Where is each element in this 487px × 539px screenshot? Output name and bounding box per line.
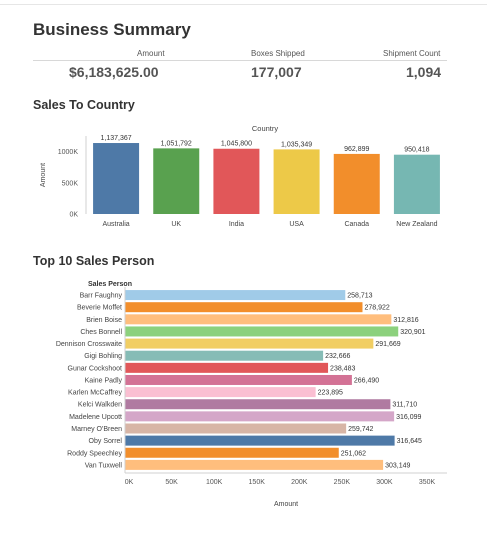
- person-row-label: Van Tuxwell: [85, 462, 123, 469]
- country-bar-value-label: 1,051,792: [161, 140, 192, 147]
- country-bar-canada[interactable]: [333, 153, 380, 214]
- person-x-tick-label: 300K: [376, 479, 393, 486]
- person-bar-value-label: 311,710: [392, 402, 417, 409]
- country-x-tick-label: Australia: [102, 221, 129, 228]
- person-bar-dennison-crosswaite[interactable]: [125, 338, 374, 349]
- person-bar-value-label: 303,149: [385, 462, 410, 469]
- person-bar-roddy-speechley[interactable]: [125, 447, 339, 458]
- person-bar-oby-sorrel[interactable]: [125, 435, 395, 446]
- person-bar-value-label: 320,901: [400, 329, 425, 336]
- page-title: Business Summary: [33, 20, 191, 39]
- country-bar-uk[interactable]: [153, 148, 200, 214]
- person-bar-value-label: 316,645: [397, 438, 422, 445]
- person-bar-ches-bonnell[interactable]: [125, 326, 399, 337]
- country-bar-value-label: 1,035,349: [281, 141, 312, 148]
- country-sales-chart: Country Amount 0K 500K 1000K 1,137,367 Austral…: [40, 124, 440, 228]
- person-bar-value-label: 238,483: [330, 365, 355, 372]
- kpi-boxes-label: Boxes Shipped: [251, 49, 305, 58]
- person-bar-value-label: 266,490: [354, 377, 379, 384]
- person-bar-marney-o-breen[interactable]: [125, 423, 347, 434]
- person-row-label: Gigi Bohling: [84, 353, 122, 360]
- person-bar-value-label: 232,666: [325, 353, 350, 360]
- kpi-boxes-value: 177,007: [251, 64, 302, 80]
- country-chart-title: Sales To Country: [33, 98, 135, 112]
- person-bar-beverie-moffet[interactable]: [125, 302, 363, 313]
- person-x-tick-label: 350K: [419, 479, 436, 486]
- kpi-divider: [33, 60, 447, 61]
- country-bar-value-label: 1,045,800: [221, 141, 252, 148]
- person-row-label: Roddy Speechley: [67, 450, 122, 457]
- person-bar-kaine-padly[interactable]: [125, 374, 352, 385]
- person-x-axis-title: Amount: [274, 501, 298, 508]
- person-bar-value-label: 259,742: [348, 426, 373, 433]
- country-x-tick-label: Canada: [344, 221, 369, 228]
- person-chart-header: Sales Person: [88, 281, 132, 288]
- person-row-label: Karlen McCaffrey: [68, 390, 122, 397]
- person-bar-brien-boise[interactable]: [125, 314, 392, 325]
- person-bar-kelci-walkden[interactable]: [125, 399, 391, 410]
- country-bar-australia[interactable]: [93, 143, 140, 214]
- country-bar-value-label: 962,899: [344, 146, 369, 153]
- person-chart-title: Top 10 Sales Person: [33, 254, 155, 268]
- country-y-axis-title: Amount: [40, 163, 47, 187]
- sales-person-chart: Sales Person Barr Faughny 258,713 Beverie M…: [56, 281, 447, 508]
- person-row-label: Kaine Padly: [85, 377, 123, 384]
- person-bar-value-label: 312,816: [393, 317, 418, 324]
- person-row-label: Marney O'Breen: [71, 426, 122, 433]
- kpi-amount-value: $6,183,625.00: [69, 64, 159, 80]
- kpi-shipments-label: Shipment Count: [383, 49, 441, 58]
- person-bar-value-label: 258,713: [347, 293, 372, 300]
- person-x-tick-label: 250K: [334, 479, 351, 486]
- person-x-tick-label: 100K: [206, 479, 223, 486]
- person-x-tick-label: 200K: [291, 479, 308, 486]
- person-bar-value-label: 251,062: [341, 450, 366, 457]
- top-divider: [0, 4, 487, 5]
- kpi-value-row: $6,183,625.00 177,007 1,094: [33, 64, 445, 84]
- person-row-label: Barr Faughny: [80, 293, 123, 300]
- person-bar-barr-faughny[interactable]: [125, 290, 346, 301]
- person-row-label: Kelci Walkden: [78, 402, 122, 409]
- person-bar-karlen-mccaffrey[interactable]: [125, 387, 316, 398]
- country-bar-value-label: 1,137,367: [101, 135, 132, 142]
- person-bar-gunar-cockshoot[interactable]: [125, 362, 329, 373]
- kpi-shipments-value: 1,094: [406, 64, 442, 80]
- person-x-tick-label: 50K: [165, 479, 178, 486]
- person-x-tick-label: 150K: [249, 479, 266, 486]
- person-bar-value-label: 278,922: [364, 305, 389, 312]
- kpi-amount-label: Amount: [137, 49, 165, 58]
- person-row-label: Madelene Upcott: [69, 414, 122, 421]
- person-bar-gigi-bohling[interactable]: [125, 350, 324, 361]
- country-y-tick-label: 0K: [69, 212, 78, 219]
- person-bar-madelene-upcott[interactable]: [125, 411, 395, 422]
- person-row-label: Gunar Cockshoot: [68, 365, 123, 372]
- country-x-tick-label: UK: [171, 221, 181, 228]
- country-y-tick-label: 500K: [62, 180, 79, 187]
- person-bar-value-label: 291,669: [375, 341, 400, 348]
- country-x-tick-label: New Zealand: [396, 221, 437, 228]
- country-bar-usa[interactable]: [273, 149, 320, 214]
- person-bar-value-label: 223,895: [318, 390, 343, 397]
- person-row-label: Beverie Moffet: [77, 305, 122, 312]
- person-row-label: Brien Boise: [86, 317, 122, 324]
- country-bar-new-zealand[interactable]: [393, 154, 440, 214]
- person-bar-van-tuxwell[interactable]: [125, 459, 384, 470]
- kpi-header-row: Amount Boxes Shipped Shipment Count: [33, 49, 445, 61]
- country-y-tick-label: 1000K: [58, 149, 79, 156]
- person-x-tick-label: 0K: [125, 479, 134, 486]
- country-x-tick-label: India: [229, 221, 244, 228]
- country-x-tick-label: USA: [289, 221, 304, 228]
- person-row-label: Oby Sorrel: [89, 438, 123, 445]
- country-chart-header: Country: [252, 124, 279, 133]
- person-row-label: Ches Bonnell: [80, 329, 122, 336]
- country-bar-value-label: 950,418: [404, 147, 429, 154]
- country-bar-india[interactable]: [213, 148, 260, 214]
- person-row-label: Dennison Crosswaite: [56, 341, 122, 348]
- person-bar-value-label: 316,099: [396, 414, 421, 421]
